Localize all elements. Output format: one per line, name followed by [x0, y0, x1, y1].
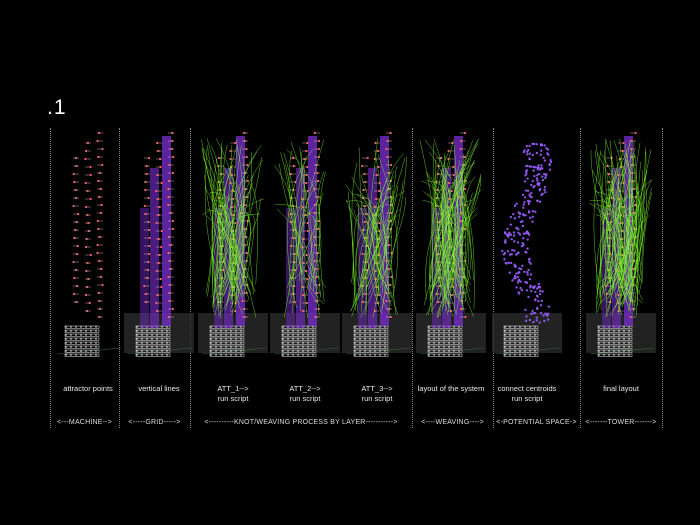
tower-panel-att3 — [340, 128, 414, 418]
tower-illustration — [270, 131, 340, 357]
phase-label-machine: <---MACHINE--> — [57, 419, 112, 426]
tower-illustration — [416, 131, 486, 357]
phase-label-tower: <-------TOWER-------> — [585, 419, 657, 426]
panel-caption: ATT_1--> run script — [196, 384, 270, 404]
separator — [662, 128, 663, 428]
tower-panel-att1 — [196, 128, 270, 418]
phase-label-weaving: <----WEAVING----> — [421, 419, 484, 426]
tower-panel-final — [584, 128, 658, 418]
tower-illustration — [492, 142, 562, 357]
caption-line: vertical lines — [138, 384, 180, 393]
caption-line: run script — [361, 394, 393, 403]
panel-caption: attractor points — [51, 384, 125, 394]
tower-panel-machine — [51, 128, 125, 418]
tower-illustration — [198, 131, 268, 357]
tower-illustration — [124, 131, 194, 357]
caption-line: run script — [511, 394, 543, 403]
panel-caption: layout of the system — [414, 384, 488, 394]
caption-line: layout of the system — [417, 384, 485, 393]
caption-line: connect centroids — [497, 384, 557, 393]
caption-line: run script — [217, 394, 249, 403]
caption-line: ATT_1--> — [217, 384, 249, 393]
tower-illustration — [586, 131, 656, 357]
separator — [493, 128, 494, 428]
separator — [412, 128, 413, 428]
phase-label-knot-weaving: <----------KNOT/WEAVING PROCESS BY LAYER… — [204, 419, 398, 426]
separator — [580, 128, 581, 428]
separator — [50, 128, 51, 428]
phase-label-potential-space: <-POTENTIAL SPACE-> — [496, 419, 577, 426]
panel-caption: final layout — [584, 384, 658, 394]
tower-illustration — [342, 131, 412, 357]
panel-caption: vertical lines — [122, 384, 196, 394]
caption-line: ATT_2--> — [289, 384, 321, 393]
tower-panel-att2 — [268, 128, 342, 418]
panel-caption: ATT_2--> run script — [268, 384, 342, 404]
phase-label-grid: <-----GRID-----> — [128, 419, 181, 426]
tower-panel-centroids — [490, 128, 564, 418]
caption-line: attractor points — [63, 384, 113, 393]
slide-number: .1 — [47, 96, 67, 119]
separator — [119, 128, 120, 428]
panel-caption: ATT_3--> run script — [340, 384, 414, 404]
tower-panel-grid — [122, 128, 196, 418]
tower-panel-layout — [414, 128, 488, 418]
caption-line: ATT_3--> — [361, 384, 393, 393]
caption-line: run script — [289, 394, 321, 403]
separator — [190, 128, 191, 428]
tower-illustration — [56, 131, 122, 357]
panel-caption: connect centroids run script — [490, 384, 564, 404]
caption-line: final layout — [603, 384, 639, 393]
